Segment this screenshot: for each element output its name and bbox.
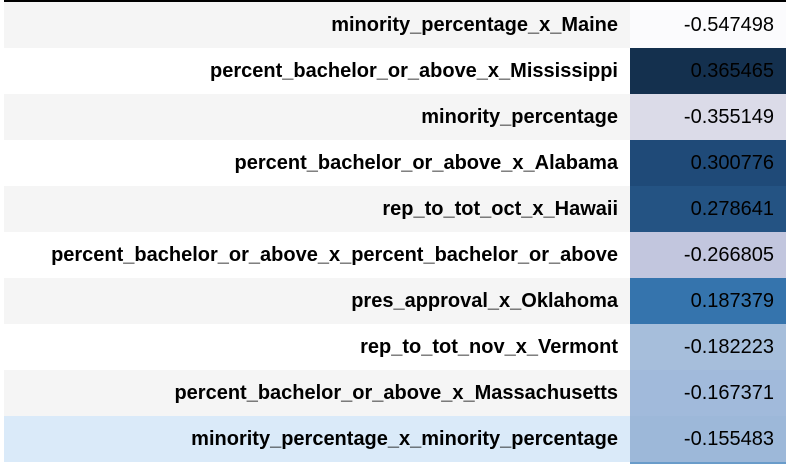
row-label: rep_to_tot_nov_x_Vermont (4, 324, 630, 370)
table-row: rep_to_tot_nov_x_Vermont -0.182223 (4, 324, 786, 370)
row-label: percent_bachelor_or_above_x_percent_bach… (4, 232, 630, 278)
row-label: percent_bachelor_or_above_x_Mississippi (4, 48, 630, 94)
row-value: 0.187379 (630, 278, 786, 324)
coefficient-table: minority_percentage_x_Maine -0.547498 pe… (4, 2, 786, 462)
table-row: pres_approval_x_Oklahoma 0.187379 (4, 278, 786, 324)
row-value: -0.182223 (630, 324, 786, 370)
row-label: percent_bachelor_or_above_x_Alabama (4, 140, 630, 186)
table-top-border (4, 0, 786, 2)
row-label: pres_approval_x_Oklahoma (4, 278, 630, 324)
row-value: -0.547498 (630, 2, 786, 48)
row-value: 0.300776 (630, 140, 786, 186)
row-label: minority_percentage_x_minority_percentag… (4, 416, 630, 462)
row-value: 0.278641 (630, 186, 786, 232)
table-row: percent_bachelor_or_above_x_Alabama 0.30… (4, 140, 786, 186)
table-row: minority_percentage -0.355149 (4, 94, 786, 140)
table-row: minority_percentage_x_Maine -0.547498 (4, 2, 786, 48)
row-value: -0.167371 (630, 370, 786, 416)
row-label: rep_to_tot_oct_x_Hawaii (4, 186, 630, 232)
table-row: percent_bachelor_or_above_x_Massachusett… (4, 370, 786, 416)
next-row-cell-edge (630, 462, 786, 464)
row-label: percent_bachelor_or_above_x_Massachusett… (4, 370, 630, 416)
table-row: rep_to_tot_oct_x_Hawaii 0.278641 (4, 186, 786, 232)
row-label: minority_percentage_x_Maine (4, 2, 630, 48)
row-label: minority_percentage (4, 94, 630, 140)
row-value: -0.266805 (630, 232, 786, 278)
table-row-highlighted: minority_percentage_x_minority_percentag… (4, 416, 786, 462)
row-value: -0.355149 (630, 94, 786, 140)
table-row: percent_bachelor_or_above_x_Mississippi … (4, 48, 786, 94)
table-row: percent_bachelor_or_above_x_percent_bach… (4, 232, 786, 278)
row-value: -0.155483 (630, 416, 786, 462)
row-value: 0.365465 (630, 48, 786, 94)
